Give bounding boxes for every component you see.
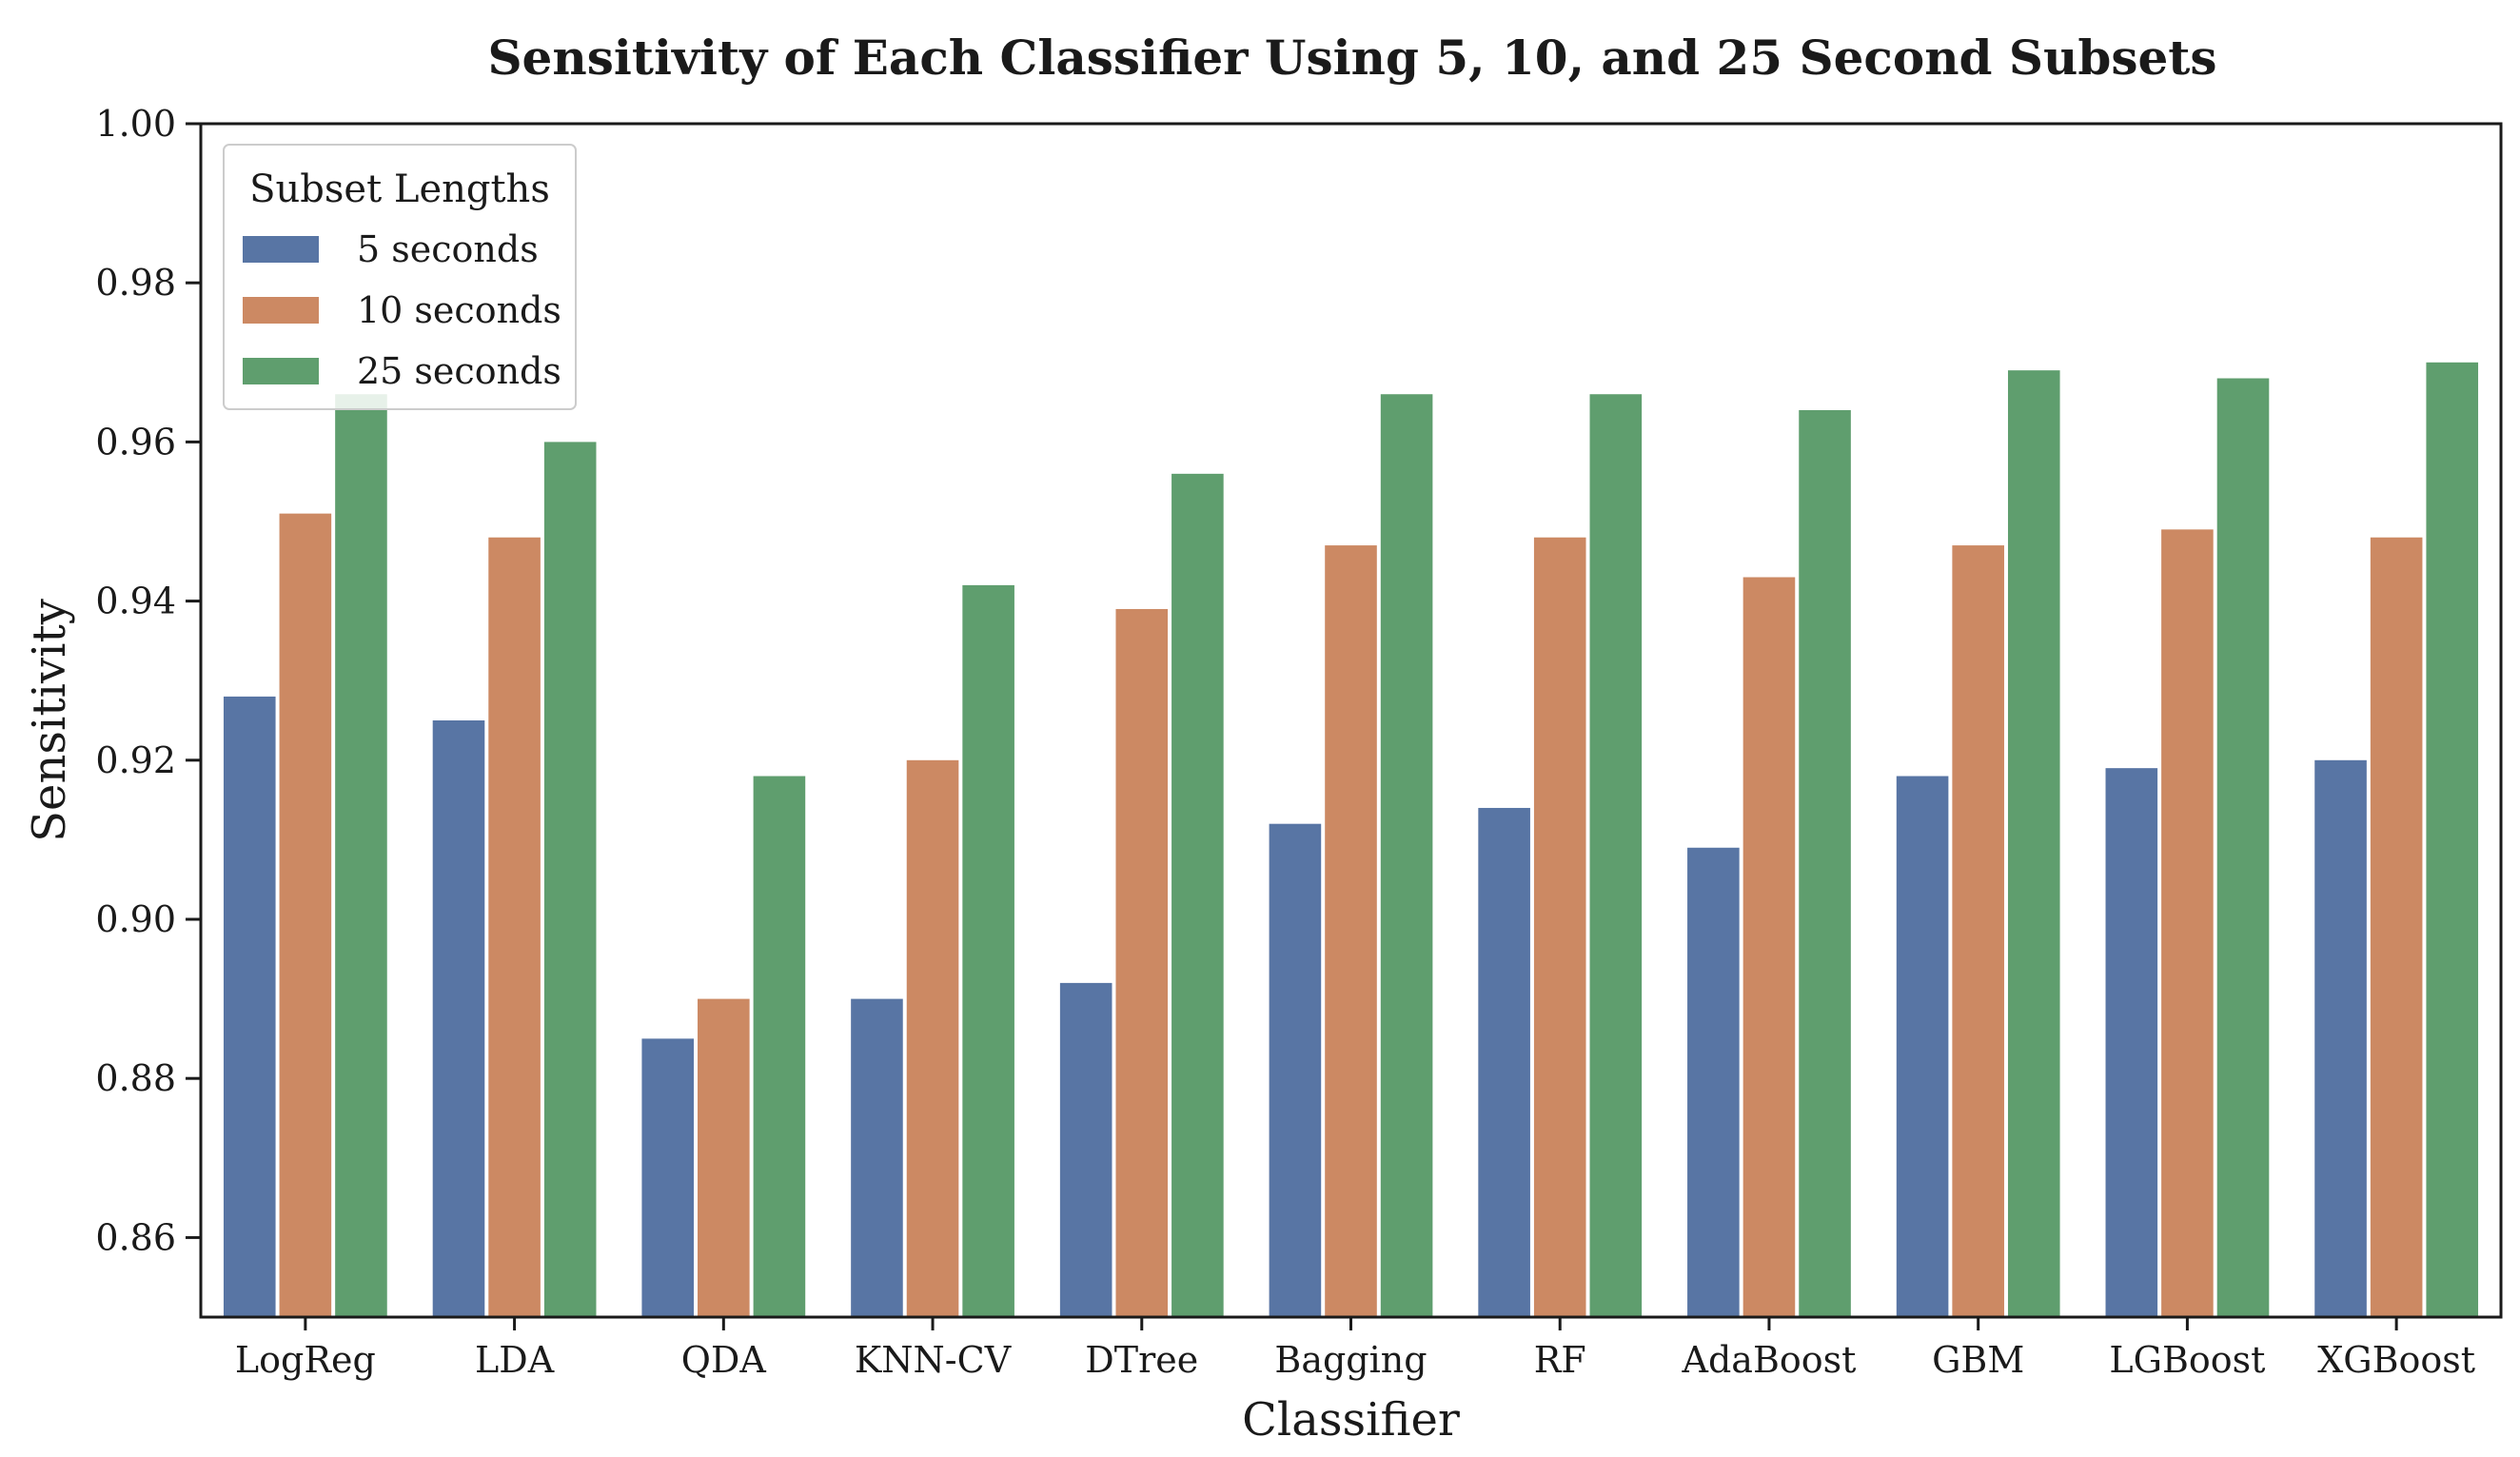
bar-LogReg-0: [223, 696, 276, 1317]
y-tick-label: 0.88: [95, 1057, 176, 1099]
y-tick-label: 0.92: [95, 739, 176, 781]
bar-LGBoost-0: [2105, 768, 2158, 1317]
bar-XGBoost-2: [2426, 362, 2479, 1317]
y-tick-label: 0.94: [95, 581, 176, 622]
y-tick-label: 1.00: [95, 103, 176, 145]
bar-Bagging-2: [1380, 394, 1433, 1317]
bar-RF-0: [1478, 807, 1530, 1317]
x-tick-label: DTree: [1085, 1339, 1198, 1381]
bar-QDA-0: [641, 1038, 695, 1317]
bar-AdaBoost-1: [1742, 577, 1796, 1317]
bar-GBM-2: [2007, 370, 2060, 1317]
bar-KNN-CV-2: [962, 584, 1014, 1317]
legend-label: 10 seconds: [357, 289, 561, 331]
bar-AdaBoost-2: [1799, 409, 1851, 1318]
bar-DTree-1: [1115, 608, 1169, 1317]
x-tick-label: LGBoost: [2109, 1339, 2265, 1381]
x-axis: LogReg LDA QDA KNN-CV DTree Bagging RF AdaBoost…: [235, 1317, 2475, 1381]
bar-LDA-2: [543, 442, 597, 1317]
legend-title: Subset Lengths: [249, 167, 550, 211]
x-tick-label: LDA: [475, 1339, 555, 1381]
bar-XGBoost-1: [2370, 537, 2423, 1317]
x-tick-label: Bagging: [1274, 1339, 1427, 1381]
x-axis-label: Classifier: [1242, 1393, 1460, 1447]
legend-label: 5 seconds: [357, 228, 539, 270]
x-tick-label: RF: [1534, 1339, 1586, 1381]
bar-RF-1: [1533, 537, 1586, 1317]
y-axis-label: Sensitivity: [23, 599, 76, 842]
bar-LDA-0: [432, 720, 485, 1317]
bar-Bagging-0: [1269, 823, 1322, 1317]
legend-swatch: [243, 297, 319, 324]
bar-LGBoost-2: [2216, 378, 2270, 1317]
bar-DTree-2: [1171, 473, 1224, 1318]
bar-AdaBoost-0: [1687, 847, 1740, 1317]
x-tick-label: AdaBoost: [1682, 1339, 1857, 1381]
bar-KNN-CV-0: [851, 998, 903, 1317]
bars-group: [223, 362, 2479, 1318]
x-tick-label: KNN-CV: [855, 1339, 1012, 1381]
y-tick-label: 0.90: [95, 898, 176, 940]
bar-LDA-1: [488, 537, 541, 1317]
x-tick-label: LogReg: [235, 1339, 376, 1381]
legend-swatch: [243, 236, 319, 263]
bar-XGBoost-0: [2314, 759, 2367, 1317]
bar-Bagging-1: [1325, 545, 1377, 1317]
bar-QDA-2: [753, 776, 806, 1317]
y-tick-label: 0.98: [95, 262, 176, 304]
x-tick-label: GBM: [1932, 1339, 2024, 1381]
x-tick-label: XGBoost: [2317, 1339, 2475, 1381]
bar-RF-2: [1589, 394, 1643, 1317]
y-axis: 0.86 0.88 0.90 0.92 0.94 0.96 0.98 1.00: [95, 103, 201, 1258]
legend-label: 25 seconds: [357, 350, 561, 392]
bar-LogReg-1: [279, 513, 332, 1317]
chart-title: Sensitivity of Each Classifier Using 5, …: [487, 30, 2216, 86]
legend: Subset Lengths 5 seconds 10 seconds 25 seco…: [223, 144, 577, 410]
bar-GBM-0: [1896, 776, 1949, 1317]
x-tick-label: QDA: [681, 1339, 767, 1381]
bar-LGBoost-1: [2161, 529, 2214, 1317]
bar-GBM-1: [1952, 545, 2004, 1317]
plot-frame: [199, 122, 2503, 1319]
bar-KNN-CV-1: [906, 759, 959, 1317]
bar-QDA-1: [698, 998, 750, 1317]
bar-DTree-0: [1059, 982, 1112, 1317]
bar-LogReg-2: [335, 394, 387, 1317]
legend-box: [223, 144, 577, 410]
y-tick-label: 0.86: [95, 1216, 176, 1258]
y-tick-label: 0.96: [95, 421, 176, 463]
legend-swatch: [243, 358, 319, 384]
